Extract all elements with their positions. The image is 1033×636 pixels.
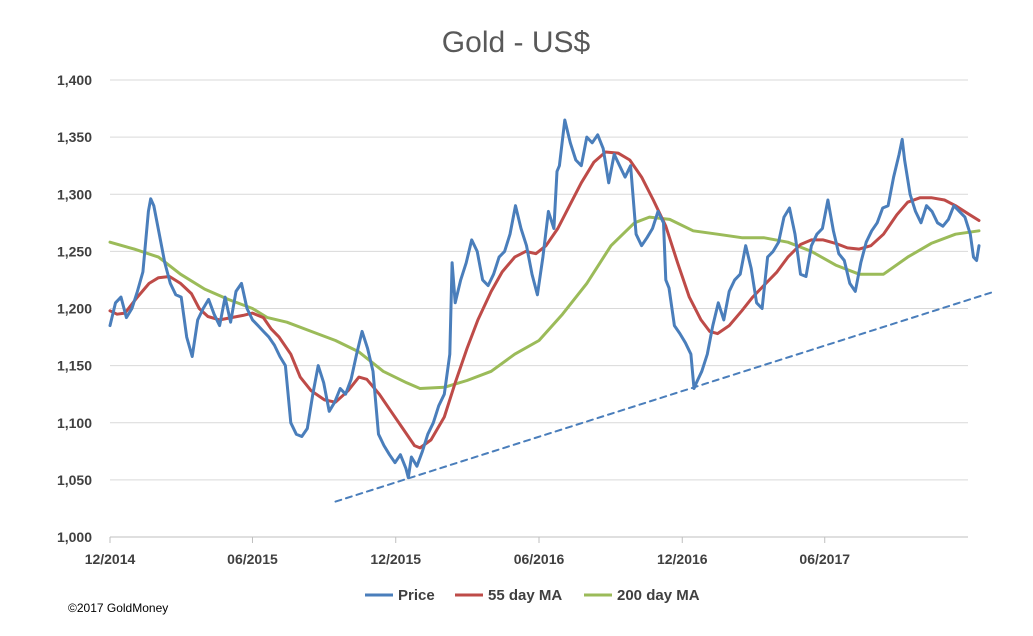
series-layer xyxy=(108,118,993,503)
y-tick-label: 1,100 xyxy=(57,415,92,431)
legend-item-price: Price xyxy=(365,587,435,604)
chart-title: Gold - US$ xyxy=(442,26,591,59)
y-tick-label: 1,000 xyxy=(57,529,92,545)
series-line-price xyxy=(108,118,981,480)
x-tick-label: 06/2015 xyxy=(227,551,278,567)
legend-label: Price xyxy=(398,587,435,604)
copyright-notice: ©2017 GoldMoney xyxy=(68,601,168,615)
x-tick-label: 06/2016 xyxy=(514,551,565,567)
y-tick-label: 1,350 xyxy=(57,129,92,145)
series-line-55-day-ma xyxy=(108,150,981,450)
trend-line xyxy=(334,291,993,503)
y-tick-label: 1,200 xyxy=(57,301,92,317)
x-tick-label: 12/2016 xyxy=(657,551,708,567)
legend-label: 200 day MA xyxy=(617,587,700,604)
x-axis: 12/2014 06/2015 12/2015 06/2016 12/2016 06/20… xyxy=(85,537,850,567)
legend: Price 55 day MA 200 day MA xyxy=(365,587,700,604)
y-tick-label: 1,150 xyxy=(57,358,92,374)
y-tick-label: 1,050 xyxy=(57,472,92,488)
x-tick-label: 12/2014 xyxy=(85,551,136,567)
legend-label: 55 day MA xyxy=(488,587,562,604)
x-tick-label: 06/2017 xyxy=(799,551,850,567)
legend-item-55-day-ma: 55 day MA xyxy=(455,587,562,604)
gridlines xyxy=(110,79,968,538)
y-axis: 1,000 1,050 1,100 1,150 1,200 1,250 1,300 1,350… xyxy=(57,72,92,545)
x-tick-label: 12/2015 xyxy=(370,551,421,567)
y-tick-label: 1,300 xyxy=(57,186,92,202)
series-line-200-day-ma xyxy=(108,215,981,390)
y-tick-label: 1,400 xyxy=(57,72,92,88)
legend-item-200-day-ma: 200 day MA xyxy=(584,587,700,604)
y-tick-label: 1,250 xyxy=(57,243,92,259)
